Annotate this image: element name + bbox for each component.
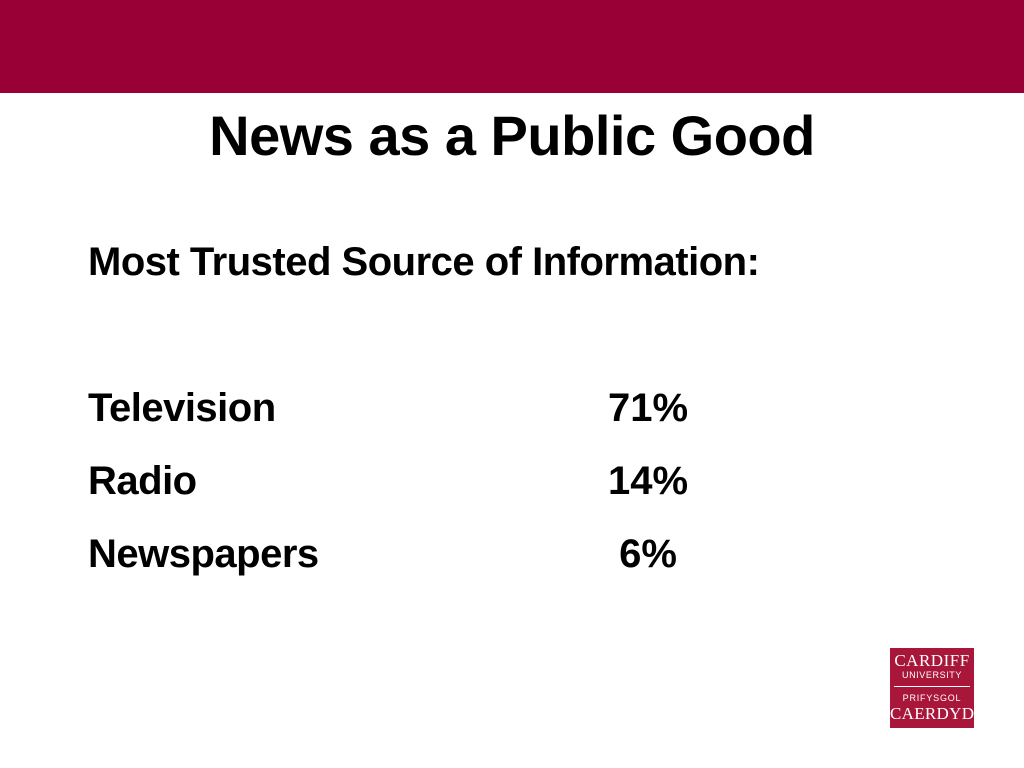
stat-row-radio: Radio 14%: [88, 453, 728, 526]
stat-value: 6%: [619, 532, 677, 576]
logo-text-university: UNIVERSITY: [901, 670, 962, 680]
stat-label: Newspapers: [88, 532, 319, 576]
slide-subtitle: Most Trusted Source of Information:: [88, 240, 760, 284]
logo-text-prifysgol: PRIFYSGOL: [902, 693, 962, 703]
stats-list: Television 71% Radio 14% Newspapers 6%: [88, 380, 728, 599]
stat-value: 14%: [607, 459, 689, 503]
stat-label: Television: [88, 386, 276, 430]
header-band: [0, 0, 1024, 93]
stat-row-newspapers: Newspapers 6%: [88, 526, 728, 599]
logo-text-caerdydd: CAERDYD: [890, 704, 975, 723]
logo-divider: [894, 686, 970, 687]
stat-value: 71%: [607, 386, 689, 430]
stat-row-television: Television 71%: [88, 380, 728, 453]
logo-text-cardiff: CARDIFF: [894, 651, 970, 670]
slide-title: News as a Public Good: [209, 104, 815, 167]
cardiff-university-logo: CARDIFF UNIVERSITY PRIFYSGOL CAERDYD: [890, 648, 974, 728]
stat-label: Radio: [88, 459, 197, 503]
